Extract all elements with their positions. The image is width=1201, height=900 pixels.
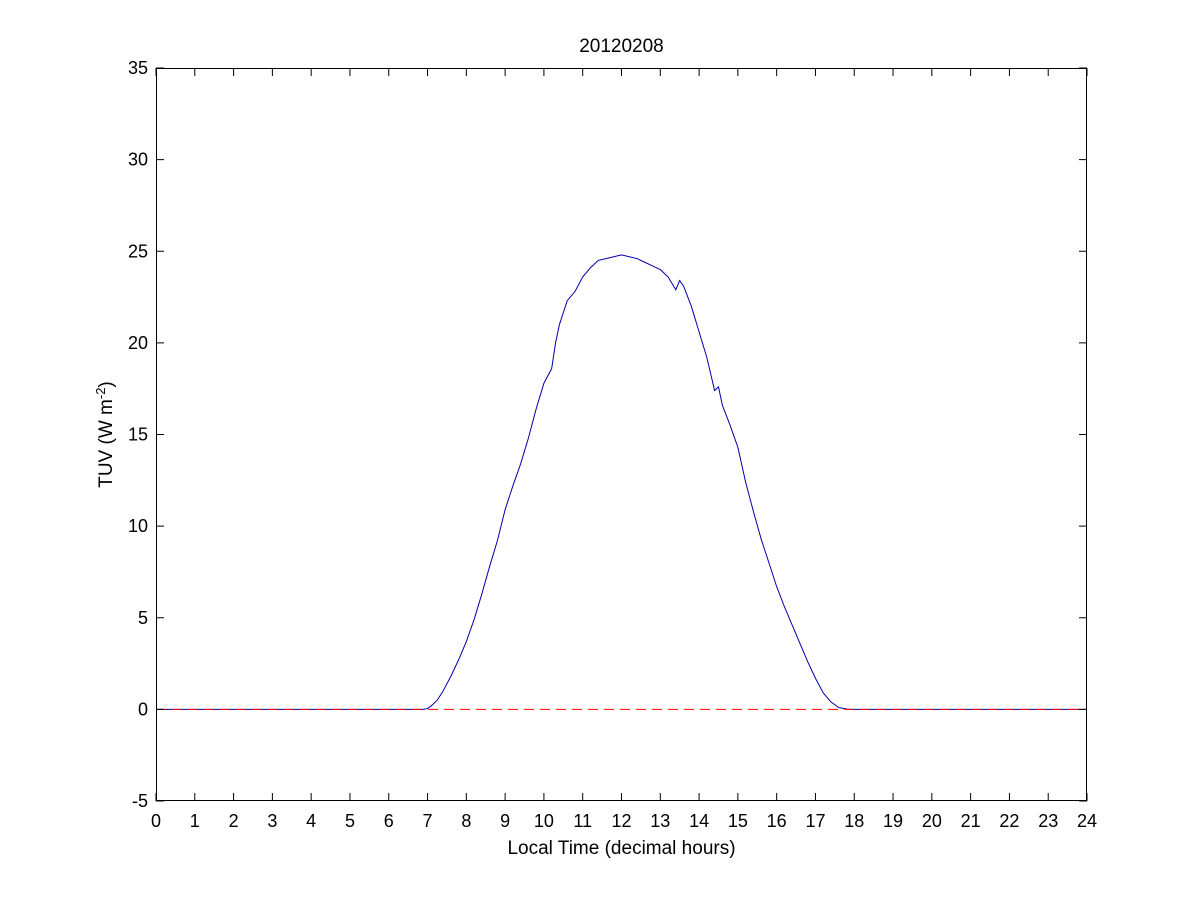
x-tick-label: 22 <box>999 811 1019 831</box>
y-tick-label: -5 <box>132 791 148 811</box>
y-axis-label-superscript: -2 <box>93 388 108 400</box>
x-tick-label: 6 <box>384 811 394 831</box>
y-tick-label: 0 <box>138 699 148 719</box>
x-tick-label: 24 <box>1077 811 1097 831</box>
y-tick-label: 30 <box>128 150 148 170</box>
y-tick-label: 35 <box>128 58 148 78</box>
x-tick-label: 4 <box>306 811 316 831</box>
x-tick-label: 12 <box>611 811 631 831</box>
y-axis-label: TUV (W m-2) <box>93 381 118 488</box>
y-axis-ticks: -5 0 5 10 15 20 25 30 35 <box>128 58 1087 811</box>
x-tick-label: 15 <box>728 811 748 831</box>
x-axis-ticks: 0 1 2 3 4 5 6 7 8 9 10 11 12 13 14 15 16 17 18 19 20 21 22 23 24 <box>151 68 1097 831</box>
x-tick-label: 21 <box>961 811 981 831</box>
x-tick-label: 1 <box>190 811 200 831</box>
x-tick-label: 8 <box>461 811 471 831</box>
y-axis-label-text: TUV (W m <box>96 399 117 488</box>
x-tick-label: 18 <box>844 811 864 831</box>
x-tick-label: 3 <box>267 811 277 831</box>
x-tick-label: 9 <box>500 811 510 831</box>
x-tick-label: 14 <box>689 811 709 831</box>
y-tick-label: 15 <box>128 425 148 445</box>
series-layer <box>156 254 1087 710</box>
x-tick-label: 13 <box>650 811 670 831</box>
plot-area <box>156 68 1087 801</box>
x-tick-label: 5 <box>345 811 355 831</box>
x-tick-label: 17 <box>805 811 825 831</box>
x-tick-label: 20 <box>922 811 942 831</box>
chart-title: 20120208 <box>579 36 664 57</box>
x-tick-label: 23 <box>1038 811 1058 831</box>
y-tick-label: 20 <box>128 333 148 353</box>
x-tick-label: 19 <box>883 811 903 831</box>
x-tick-label: 0 <box>151 811 161 831</box>
y-axis-label-suffix: ) <box>96 381 117 387</box>
y-tick-label: 10 <box>128 516 148 536</box>
y-tick-label: 5 <box>138 608 148 628</box>
x-tick-label: 7 <box>423 811 433 831</box>
x-tick-label: 11 <box>573 811 592 831</box>
series-line-1 <box>156 254 1087 710</box>
x-tick-label: 2 <box>229 811 239 831</box>
x-axis-label: Local Time (decimal hours) <box>507 838 735 859</box>
x-tick-label: 16 <box>767 811 787 831</box>
y-tick-label: 25 <box>128 241 148 261</box>
x-tick-label: 10 <box>534 811 554 831</box>
